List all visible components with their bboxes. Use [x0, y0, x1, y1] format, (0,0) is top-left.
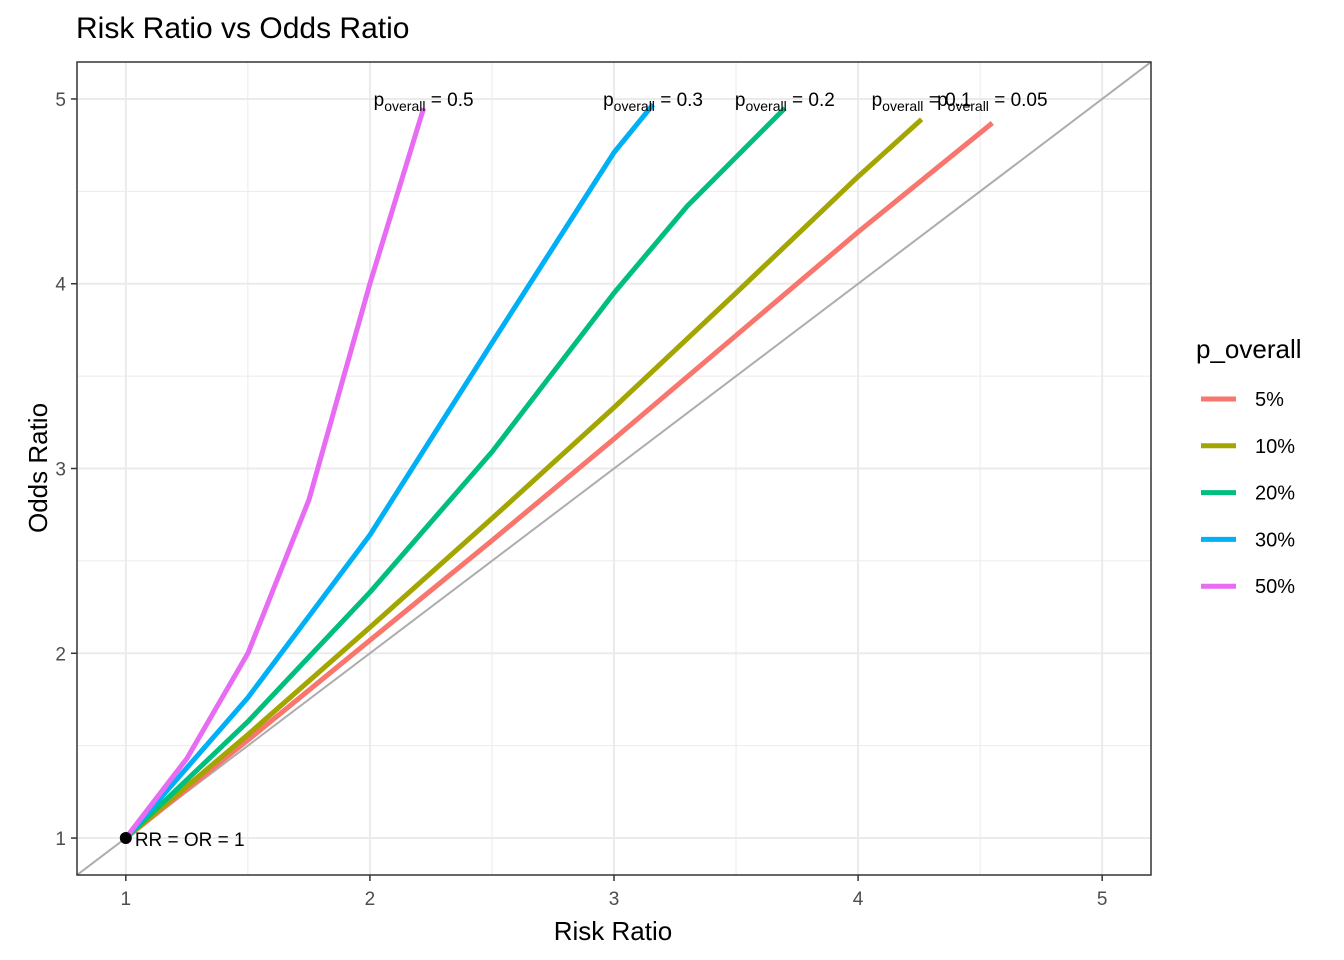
y-tick-label: 3	[55, 460, 66, 481]
series-line-30pct	[123, 102, 656, 840]
series-line-10pct	[124, 117, 924, 840]
series-line-20pct	[124, 106, 787, 840]
legend: p_overall 5% 10% 20% 30% 50%	[1196, 334, 1302, 598]
legend-label-50pct: 50%	[1255, 576, 1295, 598]
legend-label-20pct: 20%	[1255, 483, 1295, 505]
y-tick-label: 5	[55, 90, 66, 111]
reference-line	[77, 62, 1151, 875]
origin-annotation: RR = OR = 1	[135, 830, 245, 851]
legend-label-30pct: 30%	[1255, 529, 1295, 551]
x-tick-label: 5	[1097, 889, 1108, 910]
x-tick-label: 3	[609, 889, 620, 910]
x-tick-label: 1	[121, 889, 132, 910]
series-line-50pct	[123, 107, 426, 840]
series-end-label: poverall = 0.3	[603, 90, 703, 114]
y-tick-label: 4	[55, 275, 66, 296]
y-tick-label: 2	[55, 644, 66, 665]
series-line-5pct	[124, 121, 994, 840]
y-axis-title: Odds Ratio	[23, 403, 53, 533]
series-end-label: poverall = 0.05	[937, 90, 1047, 114]
legend-label-10pct: 10%	[1255, 436, 1295, 458]
x-axis-title: Risk Ratio	[554, 916, 672, 946]
series-end-label: poverall = 0.5	[374, 90, 474, 114]
x-tick-label: 4	[853, 889, 864, 910]
legend-title: p_overall	[1196, 334, 1302, 364]
y-tick-label: 1	[55, 829, 66, 850]
series-end-label: poverall = 0.2	[735, 90, 835, 114]
legend-label-5pct: 5%	[1255, 389, 1284, 411]
series-end-label: poverall = 0.1	[872, 90, 972, 114]
origin-point	[119, 832, 132, 845]
chart-title: Risk Ratio vs Odds Ratio	[76, 12, 409, 45]
x-tick-label: 2	[365, 889, 376, 910]
